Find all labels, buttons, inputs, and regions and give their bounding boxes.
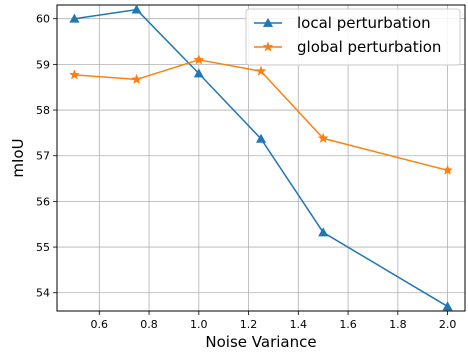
plot-area-frame [56, 4, 466, 312]
star-icon [262, 41, 274, 52]
data-point [69, 13, 80, 23]
x-tick-label: 0.6 [91, 318, 109, 331]
legend-item: local perturbation [254, 14, 431, 32]
y-tick-label: 60 [36, 13, 50, 26]
y-tick-label: 57 [36, 150, 50, 163]
data-point [131, 73, 143, 85]
series-global-perturbation [68, 54, 454, 175]
y-tick-label: 58 [36, 104, 50, 117]
x-tick-label: 1.2 [240, 318, 258, 331]
x-tick-label: 1.4 [290, 318, 308, 331]
data-point [255, 65, 267, 76]
legend-box [245, 8, 461, 66]
y-axis-label: mIoU [9, 138, 27, 177]
x-tick-label: 2.0 [439, 318, 457, 331]
data-point [193, 54, 205, 65]
legend-label: global perturbation [297, 38, 441, 56]
x-axis: 0.6 0.8 1.0 1.2 1.4 1.6 1.8 2.0 [91, 311, 457, 331]
data-point [317, 132, 329, 143]
legend-item: global perturbation [254, 38, 441, 56]
y-axis: 54 55 56 57 58 59 60 [36, 13, 57, 300]
series-layer [68, 4, 454, 311]
series-line [74, 59, 448, 172]
x-tick-label: 1.8 [389, 318, 407, 331]
data-point [68, 69, 80, 80]
x-tick-label: 1.6 [339, 318, 357, 331]
data-point [318, 227, 329, 237]
legend: local perturbation global perturbation [245, 8, 461, 66]
data-point [255, 133, 267, 143]
y-tick-label: 55 [36, 241, 50, 254]
data-point [442, 301, 453, 311]
x-axis-label: Noise Variance [205, 333, 316, 351]
data-point [442, 164, 454, 175]
y-tick-label: 54 [36, 287, 50, 300]
legend-label: local perturbation [297, 14, 431, 32]
data-point [131, 4, 142, 14]
series-line [74, 8, 448, 308]
x-tick-label: 1.0 [190, 318, 208, 331]
triangle-icon [262, 17, 274, 27]
y-tick-label: 59 [36, 58, 50, 71]
x-tick-label: 0.8 [140, 318, 158, 331]
series-local-perturbation [69, 4, 453, 311]
data-point [193, 68, 204, 78]
y-tick-label: 56 [36, 195, 50, 208]
